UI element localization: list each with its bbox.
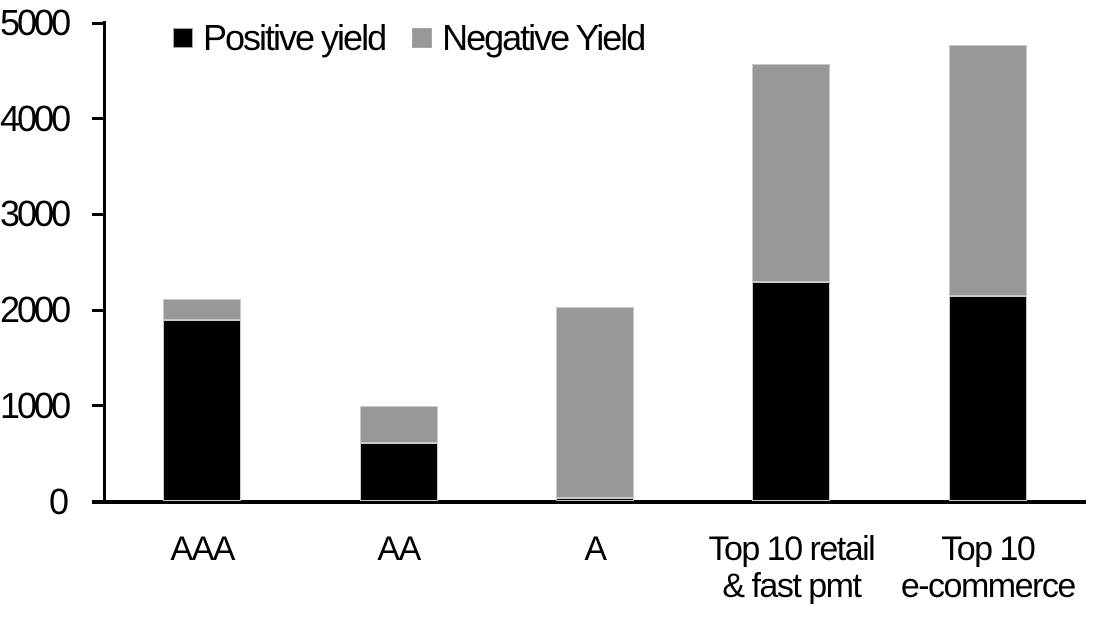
bar-segment-negative-yield [359,405,438,444]
y-tick-label: 0 [48,480,69,522]
bar-segment-positive-yield [752,282,831,502]
bar-segment-negative-yield [163,298,242,320]
y-tick-mark [92,500,104,503]
category-label: Top 10 retail & fast pmt [708,530,876,605]
legend-item: Negative Yield [412,17,646,58]
y-tick-mark [92,212,104,216]
y-tick-label: 2000 [0,289,71,331]
y-tick-label: 3000 [0,193,71,235]
y-tick-mark [92,404,104,408]
legend-item: Positive yield [173,17,387,58]
bar-segment-negative-yield [948,45,1027,296]
category-label: A [584,530,607,568]
y-tick-mark [92,21,104,25]
legend-swatch-icon [412,28,433,48]
bar-segment-positive-yield [948,295,1027,502]
y-tick-mark [92,117,104,121]
chart-legend: Positive yield Negative Yield [173,18,671,58]
y-tick-label: 5000 [0,2,71,43]
x-axis-line [92,500,1086,504]
category-label: AA [377,530,421,568]
category-label: Top 10 e-commerce [900,530,1076,605]
y-tick-label: 4000 [0,97,71,139]
category-label: AAA [170,530,235,568]
bar-segment-positive-yield [163,319,242,502]
y-tick-label: 1000 [0,384,71,426]
bar-segment-positive-yield [359,443,438,502]
legend-label: Positive yield [203,17,387,58]
y-tick-mark [92,308,104,312]
y-axis-line [102,21,106,503]
bar-segment-positive-yield [556,497,634,502]
legend-swatch-icon [173,28,193,48]
bar-segment-negative-yield [752,64,831,283]
legend-label: Negative Yield [442,17,646,58]
bar-segment-negative-yield [556,307,634,498]
